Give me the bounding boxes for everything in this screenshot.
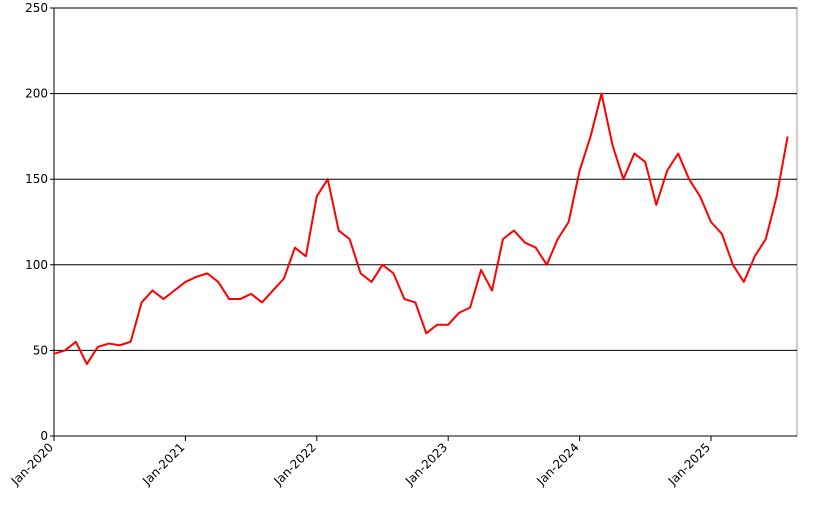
x-tick-label: Jan-2023 (402, 440, 450, 488)
x-tick-label: Jan-2020 (8, 440, 56, 488)
y-tick-label: 200 (25, 87, 48, 101)
plot-area (53, 7, 798, 437)
y-tick-label: 100 (25, 258, 48, 272)
y-tick-label: 50 (33, 343, 48, 357)
y-tick-label: 0 (40, 429, 48, 443)
y-tick-label: 250 (25, 1, 48, 15)
x-tick-label: Jan-2021 (139, 440, 187, 488)
x-tick-label: Jan-2025 (665, 440, 713, 488)
price-line (53, 92, 789, 366)
x-tick-label: Jan-2022 (271, 440, 319, 488)
x-tick-label: Jan-2024 (533, 440, 581, 488)
y-tick-label: 150 (25, 172, 48, 186)
